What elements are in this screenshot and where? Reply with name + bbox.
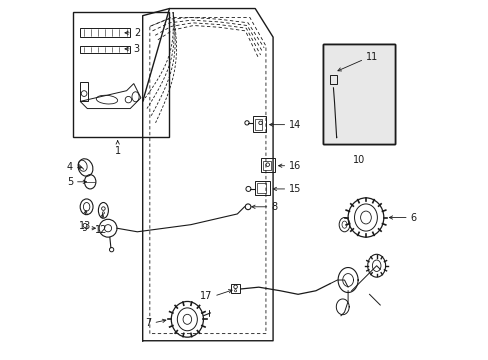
Text: 9: 9 <box>81 223 87 233</box>
Bar <box>73 12 169 137</box>
Bar <box>80 46 130 53</box>
Text: 16: 16 <box>288 161 301 171</box>
Bar <box>261 158 274 172</box>
Bar <box>329 75 336 84</box>
Text: 17: 17 <box>200 291 212 301</box>
Bar <box>80 82 88 102</box>
Text: 3: 3 <box>134 44 140 54</box>
Bar <box>255 119 262 130</box>
Bar <box>80 28 130 37</box>
Text: 8: 8 <box>271 202 277 212</box>
Text: 11: 11 <box>365 52 377 62</box>
Text: 14: 14 <box>288 120 301 130</box>
Bar <box>323 44 394 144</box>
Bar <box>323 44 394 144</box>
Text: 7: 7 <box>145 318 151 328</box>
Bar <box>263 161 270 170</box>
Text: 10: 10 <box>352 155 364 165</box>
Text: 2: 2 <box>134 28 140 38</box>
Text: 12: 12 <box>95 225 107 235</box>
Text: 5: 5 <box>67 177 73 187</box>
Text: 6: 6 <box>409 212 415 222</box>
Bar <box>257 183 265 193</box>
Bar <box>231 284 240 293</box>
Bar <box>323 44 394 144</box>
Text: 1: 1 <box>114 146 121 156</box>
Text: 15: 15 <box>288 184 301 194</box>
Bar <box>255 181 269 195</box>
Bar <box>253 116 265 132</box>
Text: 4: 4 <box>67 162 73 172</box>
Text: 13: 13 <box>79 221 91 231</box>
